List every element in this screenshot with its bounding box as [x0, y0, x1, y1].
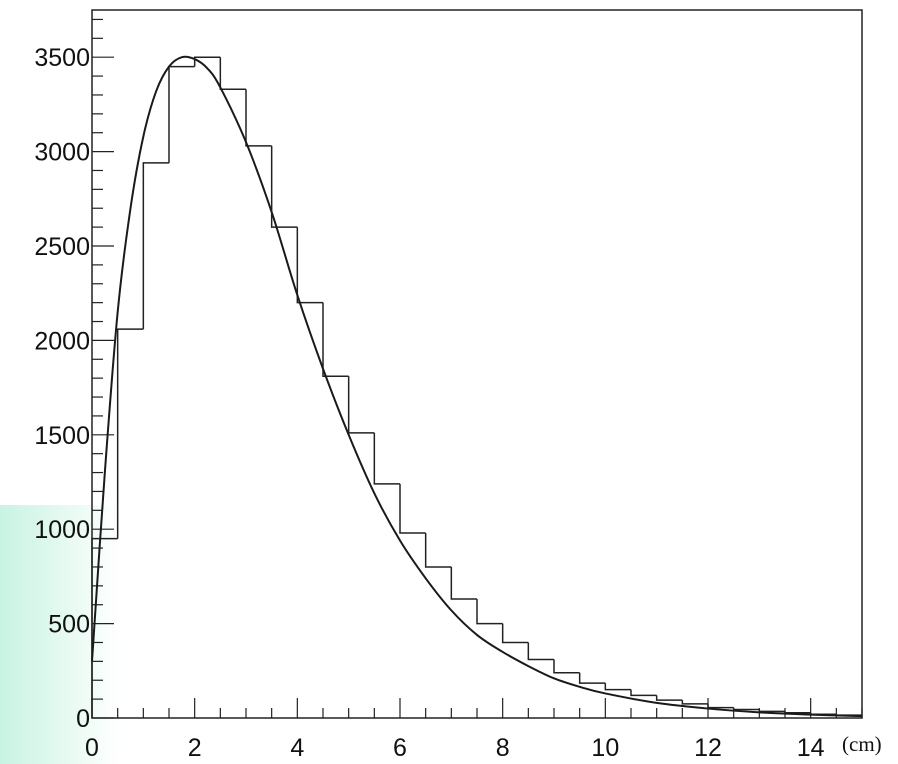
x-tick-label: 4 [290, 734, 304, 762]
histogram-bin [399, 483, 426, 534]
x-tick-label: 6 [393, 734, 407, 762]
histogram-bin [604, 683, 631, 691]
histogram-bin [784, 711, 811, 714]
y-tick-label: 2000 [34, 327, 90, 355]
histogram-bin [681, 700, 708, 705]
x-tick-label: 8 [496, 734, 510, 762]
histogram-bin [476, 599, 503, 625]
histogram-bin [347, 376, 375, 434]
y-axis: 0 500 1000 1500 2000 2500 3000 3500 [34, 18, 114, 733]
y-tick-label: 3000 [34, 139, 90, 167]
histogram-bin [322, 302, 349, 378]
histogram-bin [296, 227, 323, 304]
y-tick-label: 1500 [34, 422, 90, 450]
histogram-bin [758, 709, 785, 713]
histogram-bin [630, 689, 657, 697]
x-tick-label: 2 [188, 734, 202, 762]
histogram-bin [142, 162, 169, 330]
histogram-bin [219, 57, 246, 91]
fit-curve [91, 55, 863, 718]
y-tick-label: 3500 [34, 44, 90, 72]
x-tick-label: 12 [694, 734, 722, 762]
histogram-bin [527, 642, 554, 661]
histogram-bin [116, 328, 144, 539]
x-tick-label: 10 [591, 734, 619, 762]
histogram-bin [91, 537, 118, 718]
histogram-bin [578, 672, 606, 684]
histogram-bin [270, 145, 298, 228]
histogram-bin [501, 623, 529, 644]
x-tick-label: 14 [797, 734, 825, 762]
histogram-bin [450, 566, 477, 600]
histogram-bin [553, 659, 580, 674]
histogram-bin [168, 65, 195, 163]
histogram-bin [193, 56, 221, 67]
histogram-bin [732, 707, 760, 711]
y-tick-label: 500 [48, 611, 90, 639]
histogram-bin [245, 89, 272, 147]
y-tick-label: 0 [76, 705, 90, 733]
x-axis-unit-label: (cm) [842, 732, 882, 756]
x-tick-label: 0 [85, 734, 99, 762]
y-tick-label: 1000 [34, 516, 90, 544]
histogram-bin [424, 532, 452, 568]
histogram-bin [707, 703, 734, 709]
histogram-bins [91, 56, 862, 718]
x-axis: 0 2 4 6 8 10 12 14 [85, 698, 863, 762]
histogram-bin [655, 695, 683, 701]
y-tick-label: 2500 [34, 233, 90, 261]
histogram-bin [373, 432, 400, 485]
